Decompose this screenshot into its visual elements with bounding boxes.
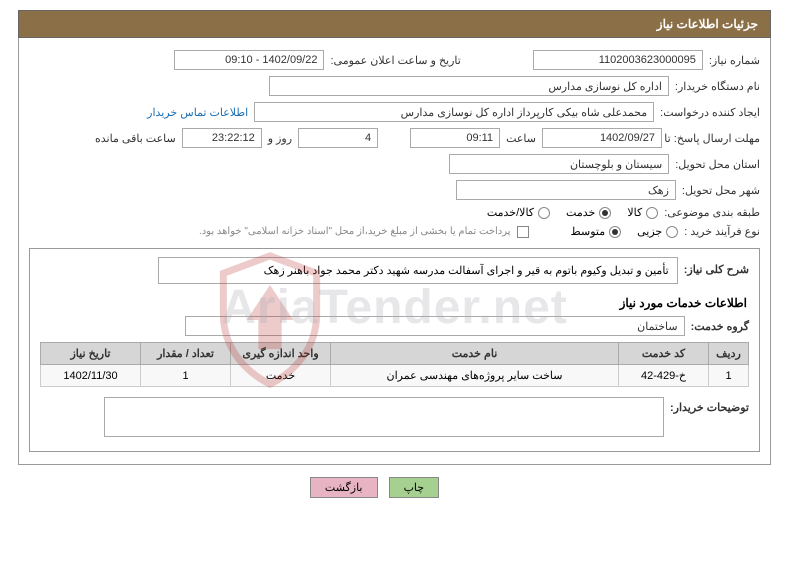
radio-partial[interactable]: جزیی <box>637 225 678 238</box>
label-remain: ساعت باقی مانده <box>95 132 176 145</box>
radio-both-label: کالا/خدمت <box>487 206 534 219</box>
radio-icon <box>538 207 550 219</box>
label-subject-class: طبقه بندی موضوعی: <box>664 206 760 219</box>
label-city: شهر محل تحویل: <box>682 184 760 197</box>
radio-medium-label: متوسط <box>571 225 606 238</box>
services-table: ردیف کد خدمت نام خدمت واحد اندازه گیری ت… <box>40 342 749 387</box>
radio-both[interactable]: کالا/خدمت <box>487 206 550 219</box>
table-row: 1 خ-429-42 ساخت سایر پروژه‌های مهندسی عم… <box>41 365 749 387</box>
th-unit: واحد اندازه گیری <box>231 343 331 365</box>
section-desc: شرح کلی نیاز: تأمین و تبدیل وکیوم باتوم … <box>29 248 760 452</box>
label-deadline: مهلت ارسال پاسخ: تا تاریخ: <box>668 132 760 145</box>
checkbox-treasury[interactable] <box>517 226 529 238</box>
field-city: زهک <box>456 180 676 200</box>
radio-icon <box>609 226 621 238</box>
th-date: تاریخ نیاز <box>41 343 141 365</box>
th-code: کد خدمت <box>619 343 709 365</box>
th-qty: تعداد / مقدار <box>141 343 231 365</box>
label-time: ساعت <box>506 132 536 145</box>
label-service-group: گروه خدمت: <box>691 320 749 333</box>
field-days-left: 4 <box>298 128 378 148</box>
field-deadline-time: 09:11 <box>410 128 500 148</box>
label-days-and: روز و <box>268 132 292 145</box>
label-province: استان محل تحویل: <box>675 158 760 171</box>
label-buy-process: نوع فرآیند خرید : <box>684 225 760 238</box>
radio-service-label: خدمت <box>566 206 595 219</box>
th-row: ردیف <box>709 343 749 365</box>
label-buyer-org: نام دستگاه خریدار: <box>675 80 760 93</box>
note-treasury: پرداخت تمام یا بخشی از مبلغ خرید،از محل … <box>199 226 511 237</box>
bottom-bar: چاپ بازگشت <box>0 477 789 498</box>
radio-partial-label: جزیی <box>637 225 662 238</box>
td-code: خ-429-42 <box>619 365 709 387</box>
radio-goods[interactable]: کالا <box>627 206 658 219</box>
field-announce-dt: 1402/09/22 - 09:10 <box>174 50 324 70</box>
main-panel: شماره نیاز: 1102003623000095 تاریخ و ساع… <box>18 38 771 465</box>
td-date: 1402/11/30 <box>41 365 141 387</box>
radio-icon <box>646 207 658 219</box>
field-deadline-date: 1402/09/27 <box>542 128 662 148</box>
th-name: نام خدمت <box>331 343 619 365</box>
td-name: ساخت سایر پروژه‌های مهندسی عمران <box>331 365 619 387</box>
field-service-group: ساختمان <box>185 316 685 336</box>
radio-group-process: جزیی متوسط <box>571 225 679 238</box>
field-requester: محمدعلی شاه بیکی کارپرداز اداره کل نوساز… <box>254 102 654 122</box>
field-need-no: 1102003623000095 <box>533 50 703 70</box>
td-qty: 1 <box>141 365 231 387</box>
panel-header: جزئیات اطلاعات نیاز <box>18 10 771 38</box>
field-need-desc: تأمین و تبدیل وکیوم باتوم به قیر و اجرای… <box>158 257 678 284</box>
back-button[interactable]: بازگشت <box>310 477 378 498</box>
radio-goods-label: کالا <box>627 206 642 219</box>
radio-group-class: کالا خدمت کالا/خدمت <box>487 206 658 219</box>
field-buyer-comments <box>104 397 664 437</box>
label-need-no: شماره نیاز: <box>709 54 760 67</box>
field-time-left: 23:22:12 <box>182 128 262 148</box>
label-requester: ایجاد کننده درخواست: <box>660 106 760 119</box>
link-buyer-contact[interactable]: اطلاعات تماس خریدار <box>147 106 248 119</box>
label-need-desc: شرح کلی نیاز: <box>684 257 749 276</box>
radio-icon <box>666 226 678 238</box>
print-button[interactable]: چاپ <box>389 477 440 498</box>
field-buyer-org: اداره کل نوسازی مدارس <box>269 76 669 96</box>
radio-icon <box>599 207 611 219</box>
radio-service[interactable]: خدمت <box>566 206 611 219</box>
radio-medium[interactable]: متوسط <box>571 225 622 238</box>
label-deadline-1: مهلت ارسال پاسخ: <box>674 133 760 145</box>
td-row: 1 <box>709 365 749 387</box>
heading-services-info: اطلاعات خدمات مورد نیاز <box>40 296 747 310</box>
table-header-row: ردیف کد خدمت نام خدمت واحد اندازه گیری ت… <box>41 343 749 365</box>
td-unit: خدمت <box>231 365 331 387</box>
label-buyer-comments: توضیحات خریدار: <box>670 397 749 414</box>
field-province: سیستان و بلوچستان <box>449 154 669 174</box>
label-announce-dt: تاریخ و ساعت اعلان عمومی: <box>330 54 460 67</box>
